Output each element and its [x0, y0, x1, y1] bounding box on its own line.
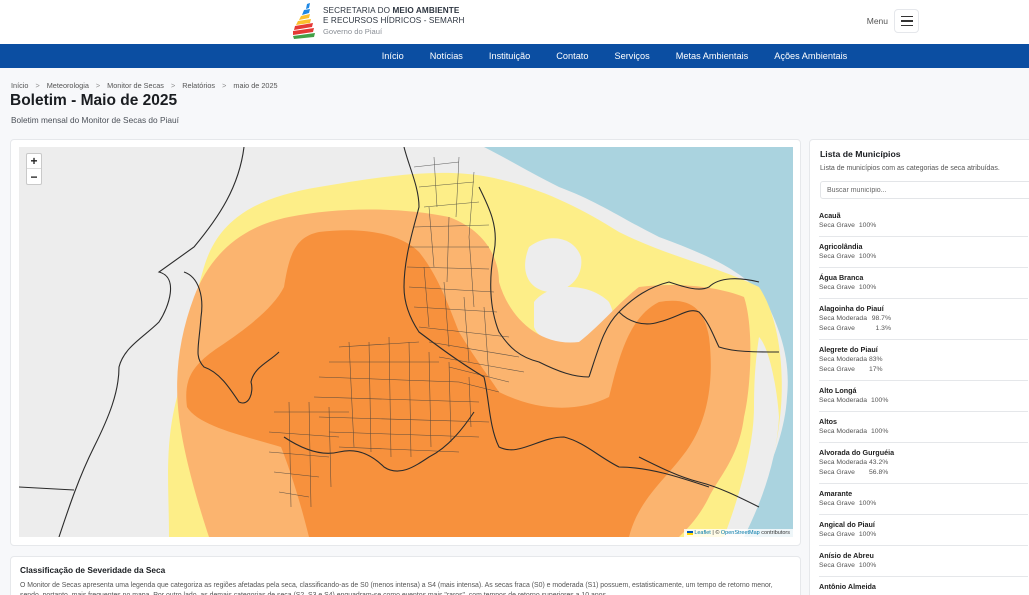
chevron-right-icon: > — [35, 81, 40, 90]
municipality-list[interactable]: Acauã Seca Grave 100% Agricolândia Seca G… — [819, 206, 1028, 595]
piaui-logo-icon — [293, 3, 315, 39]
zoom-control: + − — [26, 153, 42, 185]
chevron-right-icon: > — [170, 81, 176, 90]
zoom-out-button[interactable]: − — [30, 169, 38, 184]
municipality-list-panel: Lista de Municípios Lista de municípios … — [809, 139, 1029, 595]
breadcrumb-inicio[interactable]: Início — [11, 81, 29, 90]
openstreetmap-link[interactable]: OpenStreetMap — [720, 530, 760, 536]
list-item[interactable]: Alagoinha do Piauí Seca Moderada 98.7% Se… — [819, 299, 1028, 340]
hamburger-icon-line — [900, 15, 913, 18]
page-title: Boletim - Maio de 2025 — [10, 92, 178, 109]
breadcrumb-current: maio de 2025 — [233, 81, 278, 90]
classification-card: Classificação de Severidade da Seca O Mo… — [10, 556, 801, 595]
list-item[interactable]: Alvorada do Gurguéia Seca Moderada 43.2% … — [819, 443, 1028, 484]
nav-contato[interactable]: Contato — [556, 51, 589, 61]
nav-servicos[interactable]: Serviços — [614, 51, 650, 61]
org-name-line1: SECRETARIA DO MEIO AMBIENTE — [323, 5, 460, 15]
org-name-line2: E RECURSOS HÍDRICOS - SEMARH — [323, 15, 465, 25]
list-item[interactable]: Alegrete do Piauí Seca Moderada 83% Seca … — [819, 340, 1028, 381]
breadcrumb-relatorios[interactable]: Relatórios — [182, 81, 216, 90]
nav-metas-ambientais[interactable]: Metas Ambientais — [675, 51, 749, 61]
hamburger-icon-line — [900, 20, 913, 22]
map-card: + − Leaflet | © OpenStreetMap contributo… — [10, 139, 801, 546]
chevron-right-icon: > — [95, 81, 101, 90]
list-item[interactable]: Altos Seca Moderada 100% — [819, 412, 1028, 443]
page-subtitle: Boletim mensal do Monitor de Secas do Pi… — [11, 115, 179, 125]
list-item[interactable]: Anísio de Abreu Seca Grave 100% — [819, 546, 1028, 577]
ukraine-flag-icon — [687, 530, 694, 535]
list-item[interactable]: Angical do Piauí Seca Grave 100% — [819, 515, 1028, 546]
classification-title: Classificação de Severidade da Seca — [20, 565, 166, 575]
drought-map-layer — [19, 147, 793, 537]
menu-area: Menu — [867, 9, 919, 33]
zoom-in-button[interactable]: + — [27, 154, 41, 169]
list-item[interactable]: Agricolândia Seca Grave 100% — [819, 237, 1028, 268]
list-item[interactable]: Alto Longá Seca Moderada 100% — [819, 381, 1028, 412]
leaflet-link[interactable]: Leaflet — [694, 530, 711, 536]
nav-acoes-ambientais[interactable]: Ações Ambientais — [774, 51, 848, 61]
main-nav: Início Notícias Instituição Contato Serv… — [0, 44, 1029, 68]
chevron-right-icon: > — [222, 81, 227, 90]
government-label: Governo do Piauí — [323, 26, 383, 36]
panel-title: Lista de Municípios — [820, 149, 901, 159]
map-attribution: Leaflet | © OpenStreetMap contributors — [684, 529, 793, 537]
nav-noticias[interactable]: Notícias — [429, 51, 463, 61]
drought-map[interactable]: + − Leaflet | © OpenStreetMap contributo… — [19, 147, 793, 537]
breadcrumb: Início > Meteorologia > Monitor de Secas… — [11, 81, 278, 90]
list-item[interactable]: Água Branca Seca Grave 100% — [819, 268, 1028, 299]
breadcrumb-meteorologia[interactable]: Meteorologia — [46, 81, 89, 90]
nav-inicio[interactable]: Início — [381, 51, 404, 61]
semarh-logo[interactable]: SECRETARIA DO MEIO AMBIENTE E RECURSOS H… — [291, 2, 465, 40]
menu-label: Menu — [866, 16, 888, 26]
list-item[interactable]: Antônio Almeida — [819, 582, 876, 591]
hamburger-menu-button[interactable] — [894, 9, 919, 33]
hamburger-icon-line — [900, 24, 913, 27]
municipality-search-input[interactable] — [820, 181, 1029, 199]
list-item[interactable]: Acauã Seca Grave 100% — [819, 206, 1028, 237]
site-header: SECRETARIA DO MEIO AMBIENTE E RECURSOS H… — [0, 0, 1029, 44]
panel-subtitle: Lista de municípios com as categorias de… — [820, 165, 1000, 172]
breadcrumb-monitor-de-secas[interactable]: Monitor de Secas — [107, 81, 164, 90]
list-item[interactable]: Amarante Seca Grave 100% — [819, 484, 1028, 515]
classification-text: O Monitor de Secas apresenta uma legenda… — [20, 582, 773, 595]
nav-instituicao[interactable]: Instituição — [488, 51, 531, 61]
